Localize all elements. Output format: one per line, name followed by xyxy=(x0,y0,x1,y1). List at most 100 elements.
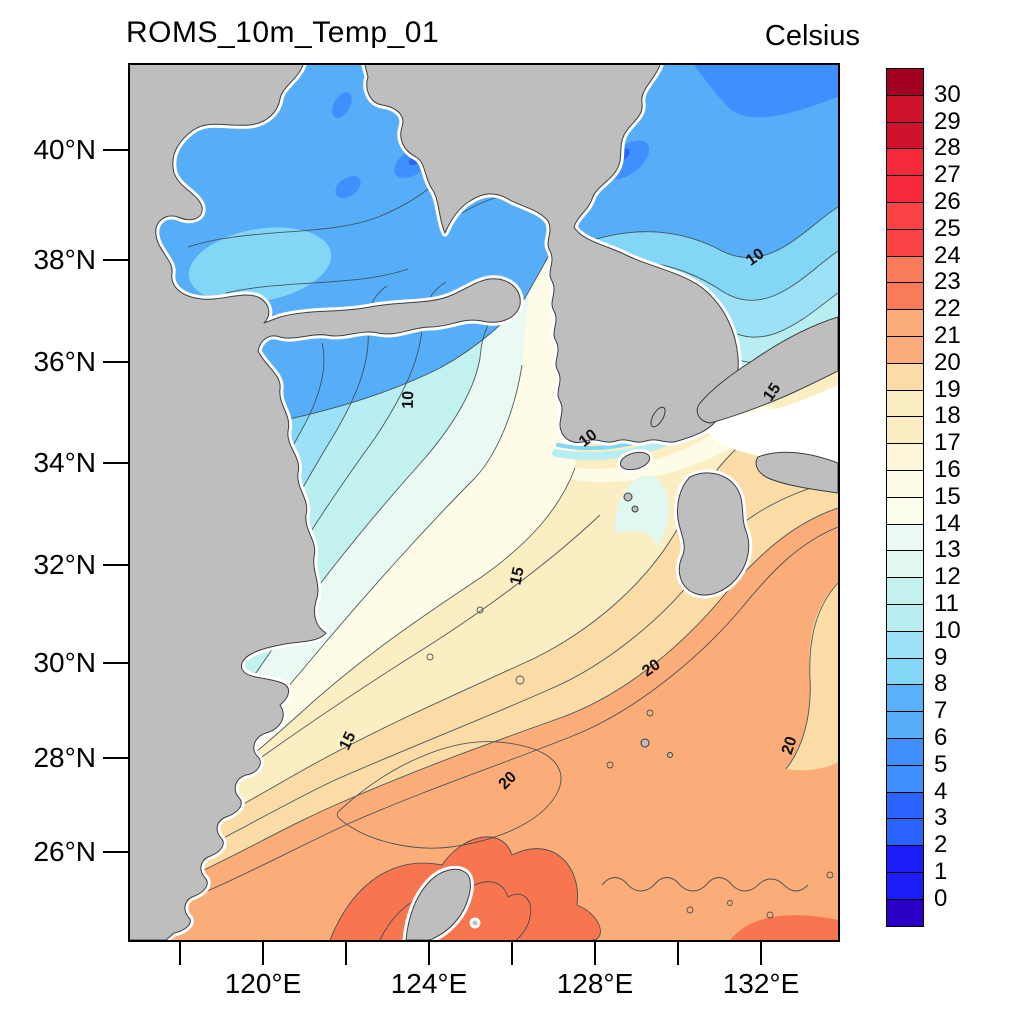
colorbar-cell xyxy=(887,362,923,390)
colorbar-cell xyxy=(887,845,923,872)
x-tick-label: 128°E xyxy=(556,968,634,999)
colorbar-tick-label: 12 xyxy=(934,563,961,591)
plot-title: ROMS_10m_Temp_01 xyxy=(126,16,440,49)
colorbar-tick-label: 0 xyxy=(934,884,948,912)
y-tick xyxy=(103,259,130,261)
y-tick xyxy=(103,462,130,464)
colorbar-cell xyxy=(887,175,923,202)
y-tick-label: 40°N xyxy=(33,134,96,165)
colorbar-tick-label: 7 xyxy=(934,697,948,725)
x-tick-label: 120°E xyxy=(224,968,302,999)
y-tick-label: 30°N xyxy=(33,647,96,678)
colorbar-cell xyxy=(887,69,923,95)
colorbar-cell xyxy=(887,898,923,926)
colorbar-cell xyxy=(887,228,923,256)
colorbar-cell xyxy=(887,764,923,792)
colorbar-cell xyxy=(887,309,923,336)
colorbar-tick-label: 2 xyxy=(934,831,948,859)
colorbar-cell xyxy=(887,255,923,283)
colorbar-tick-label: 26 xyxy=(934,188,961,215)
y-tick-label: 38°N xyxy=(33,244,96,275)
y-tick xyxy=(103,564,130,566)
contour-value-label: 10 xyxy=(400,391,418,409)
colorbar-cell xyxy=(887,577,923,604)
colorbar-cell xyxy=(887,496,923,524)
colorbar-cell xyxy=(887,121,923,149)
colorbar-tick-label: 21 xyxy=(934,322,961,349)
colorbar-tick-label: 6 xyxy=(934,724,948,751)
colorbar-cell xyxy=(887,201,923,229)
colorbar-tick-label: 17 xyxy=(934,429,961,457)
colorbar-cell xyxy=(887,550,923,578)
colorbar-cell xyxy=(887,818,923,846)
colorbar-tick-label: 8 xyxy=(934,670,948,698)
colorbar-tick-label: 15 xyxy=(934,482,961,510)
colorbar-tick-label: 30 xyxy=(934,80,961,108)
colorbar-tick-label: 11 xyxy=(934,590,959,617)
colorbar-tick-label: 29 xyxy=(934,107,961,135)
colorbar-tick-label: 20 xyxy=(934,348,961,376)
colorbar-tick-label: 22 xyxy=(934,295,961,323)
y-tick xyxy=(103,361,130,363)
x-tick xyxy=(262,941,264,965)
colorbar-cell xyxy=(887,389,923,417)
colorbar-cell xyxy=(887,711,923,738)
colorbar-cell xyxy=(887,94,923,122)
contour-value-label: 20 xyxy=(779,734,801,756)
colorbar-cell xyxy=(887,335,923,363)
y-tick xyxy=(103,757,130,759)
colorbar-cell xyxy=(887,657,923,685)
colorbar-cell xyxy=(887,416,923,444)
colorbar-cell xyxy=(887,523,923,551)
y-tick-label: 32°N xyxy=(33,549,96,580)
colorbar-tick-label: 16 xyxy=(934,456,961,483)
colorbar-cell xyxy=(887,282,923,310)
y-tick-label: 28°N xyxy=(33,742,96,773)
colorbar-cell xyxy=(887,443,923,470)
land-masses xyxy=(130,65,838,940)
colorbar-tick-label: 1 xyxy=(934,858,948,885)
colorbar-tick-label: 9 xyxy=(934,643,948,671)
colorbar-tick-label: 14 xyxy=(934,509,961,537)
colorbar-tick-label: 5 xyxy=(934,750,948,778)
y-tick-label: 36°N xyxy=(33,346,96,377)
colorbar-tick-label: 25 xyxy=(934,214,961,242)
x-tick-label: 132°E xyxy=(722,968,800,999)
colorbar-tick-label: 24 xyxy=(934,241,961,269)
colorbar-cell xyxy=(887,684,923,712)
colorbar-tick-label: 3 xyxy=(934,804,948,832)
x-tick xyxy=(511,941,513,965)
y-tick-label: 26°N xyxy=(33,836,96,867)
colorbar-tick-label: 28 xyxy=(934,134,961,162)
x-tick xyxy=(677,941,679,965)
x-tick xyxy=(179,941,181,965)
y-tick xyxy=(103,149,130,151)
colorbar-tick-label: 19 xyxy=(934,375,961,403)
colorbar-tick-label: 18 xyxy=(934,402,961,430)
contour-value-label: 15 xyxy=(336,729,359,753)
colorbar-tick-label: 27 xyxy=(934,161,961,189)
colorbar-cell xyxy=(887,791,923,819)
colorbar-cell xyxy=(887,469,923,497)
colorbar-cell xyxy=(887,603,923,631)
colorbar-cell xyxy=(887,148,923,176)
x-tick xyxy=(345,941,347,965)
colorbar-tick-label: 4 xyxy=(934,777,948,805)
x-tick xyxy=(428,941,430,965)
colorbar-tick-label: 10 xyxy=(934,616,961,644)
map-panel: 10 10 10 15 15 15 20 20 20 xyxy=(128,63,840,942)
x-tick xyxy=(594,941,596,965)
colorbar-tick-label: 23 xyxy=(934,268,961,296)
colorbar-cell xyxy=(887,630,923,658)
y-tick xyxy=(103,662,130,664)
y-tick xyxy=(103,851,130,853)
x-tick xyxy=(760,941,762,965)
colorbar-cell xyxy=(887,737,923,765)
y-tick-label: 34°N xyxy=(33,447,96,478)
contour-value-label: 15 xyxy=(507,565,527,586)
colorbar-tick-label: 13 xyxy=(934,536,961,564)
colorbar-cell xyxy=(887,871,923,899)
colorbar-units-label: Celsius xyxy=(764,20,860,52)
